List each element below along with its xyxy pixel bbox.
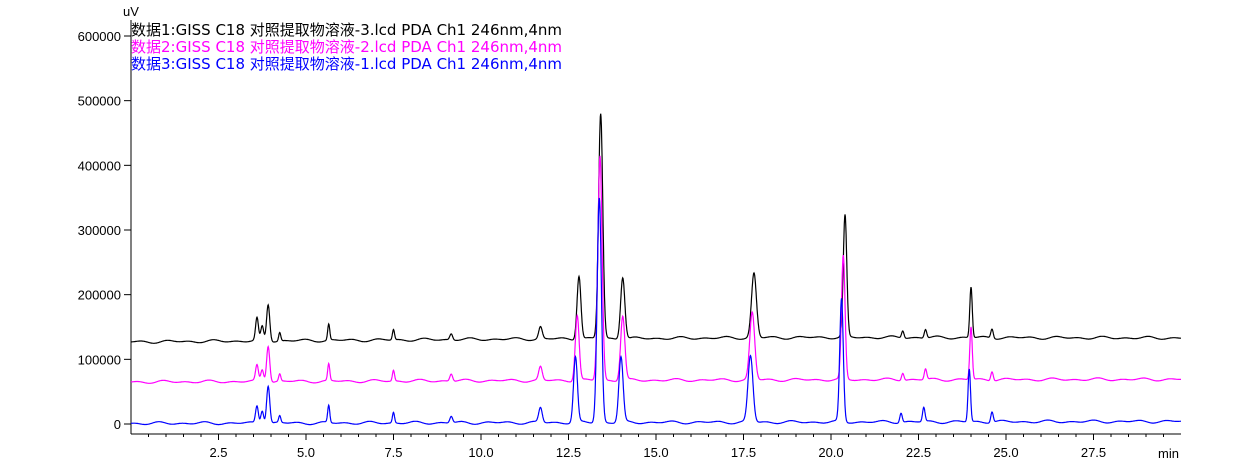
series-line-3	[130, 197, 1181, 426]
x-tick-label: 15.0	[643, 445, 668, 460]
x-tick-label: 20.0	[818, 445, 843, 460]
x-tick-label: 7.5	[384, 445, 402, 460]
y-unit-label: uV	[123, 4, 139, 19]
y-tick-label: 300000	[78, 223, 121, 238]
legend-entry-3: 数据3:GISS C18 对照提取物溶液-1.lcd PDA Ch1 246nm…	[131, 55, 562, 73]
y-tick-label: 0	[114, 417, 121, 432]
x-tick-label: 10.0	[468, 445, 493, 460]
legend-entry-1: 数据1:GISS C18 对照提取物溶液-3.lcd PDA Ch1 246nm…	[131, 21, 562, 39]
y-tick-label: 600000	[78, 29, 121, 44]
x-tick-label: 25.0	[993, 445, 1018, 460]
x-tick-label: 12.5	[556, 445, 581, 460]
x-tick-label: 22.5	[906, 445, 931, 460]
x-unit-label: min	[1158, 446, 1179, 461]
x-tick-label: 27.5	[1081, 445, 1106, 460]
series-line-1	[131, 113, 1181, 344]
y-tick-label: 200000	[78, 288, 121, 303]
series-lines	[130, 113, 1181, 426]
legend: 数据1:GISS C18 对照提取物溶液-3.lcd PDA Ch1 246nm…	[131, 21, 562, 73]
x-ticks: 2.5 5.0 7.5 10.0 12.5 15.0 17.5 20.0 22.5 25.0 27.…	[148, 434, 1164, 460]
legend-entry-2: 数据2:GISS C18 对照提取物溶液-2.lcd PDA Ch1 246nm…	[131, 38, 562, 56]
y-tick-label: 400000	[78, 158, 121, 173]
series-line-2	[130, 155, 1181, 384]
x-tick-label: 17.5	[731, 445, 756, 460]
y-ticks: 0 100000 200000 300000 400000 500000 600000	[78, 29, 131, 432]
x-tick-label: 5.0	[297, 445, 315, 460]
y-tick-label: 100000	[78, 352, 121, 367]
y-tick-label: 500000	[78, 94, 121, 109]
x-tick-label: 2.5	[209, 445, 227, 460]
